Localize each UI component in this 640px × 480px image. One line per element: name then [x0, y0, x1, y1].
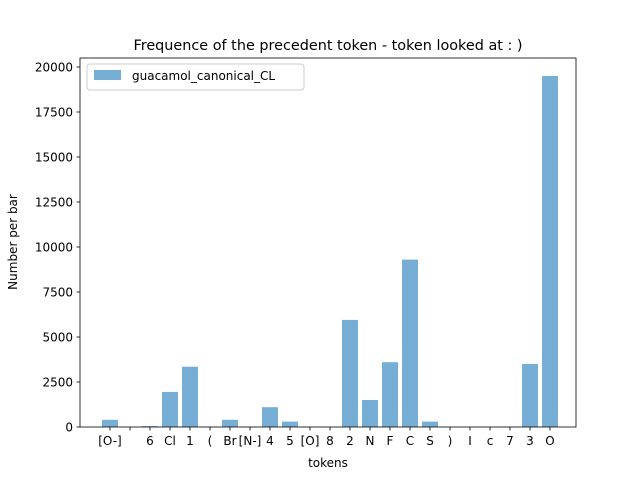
x-tick-label: [O-]: [98, 434, 121, 448]
x-tick-label: 4: [266, 434, 274, 448]
x-tick-label: ): [448, 434, 453, 448]
x-tick-label: I: [468, 434, 472, 448]
bar: [102, 419, 118, 427]
x-tick-label: C: [406, 434, 414, 448]
x-tick-label: [N-]: [239, 434, 262, 448]
y-tick-label: 17500: [35, 106, 73, 120]
bar: [182, 366, 198, 427]
x-tick-label: 1: [186, 434, 194, 448]
bar: [262, 407, 278, 427]
legend-swatch: [94, 70, 121, 80]
bar: [402, 259, 418, 427]
x-tick-label: N: [366, 434, 375, 448]
chart-title: Frequence of the precedent token - token…: [133, 38, 522, 54]
x-tick-label: 5: [286, 434, 294, 448]
x-tick-label: 8: [326, 434, 334, 448]
legend-label: guacamol_canonical_CL: [132, 69, 275, 83]
x-tick-label: O: [545, 434, 554, 448]
x-tick-label: S: [426, 434, 434, 448]
x-tick-label: Br: [223, 434, 236, 448]
x-tick-label: 7: [506, 434, 514, 448]
bar: [422, 421, 438, 427]
y-tick-label: 15000: [35, 151, 73, 165]
y-axis-label: Number per bar: [6, 194, 20, 290]
bar: [382, 362, 398, 427]
y-axis-ticks: 0 2500 5000 7500 10000 12500 15000 17500 20000: [35, 61, 80, 435]
legend: guacamol_canonical_CL: [86, 63, 305, 91]
plot-frame: [79, 57, 577, 428]
bar: [142, 426, 158, 427]
legend-box: [86, 63, 305, 91]
x-tick-label: 2: [346, 434, 354, 448]
y-tick-label: 5000: [42, 331, 73, 345]
bar: [342, 319, 358, 427]
x-tick-label: (: [208, 434, 213, 448]
bar: [522, 364, 538, 427]
x-tick-label: 6: [146, 434, 154, 448]
bar: [222, 419, 238, 427]
bar: [282, 421, 298, 427]
x-tick-label: 3: [526, 434, 534, 448]
bars-group: [102, 76, 558, 427]
x-tick-label: c: [487, 434, 494, 448]
y-tick-label: 12500: [35, 196, 73, 210]
y-tick-label: 2500: [42, 376, 73, 390]
bar: [162, 391, 178, 427]
y-tick-label: 10000: [35, 241, 73, 255]
bar: [542, 76, 558, 427]
bar: [362, 400, 378, 427]
x-tick-label: F: [387, 434, 394, 448]
x-tick-label: [O]: [301, 434, 320, 448]
y-tick-label: 20000: [35, 61, 73, 75]
x-axis-label: tokens: [308, 456, 348, 470]
y-tick-label: 0: [65, 421, 73, 435]
x-tick-label: Cl: [164, 434, 176, 448]
y-tick-label: 7500: [42, 286, 73, 300]
